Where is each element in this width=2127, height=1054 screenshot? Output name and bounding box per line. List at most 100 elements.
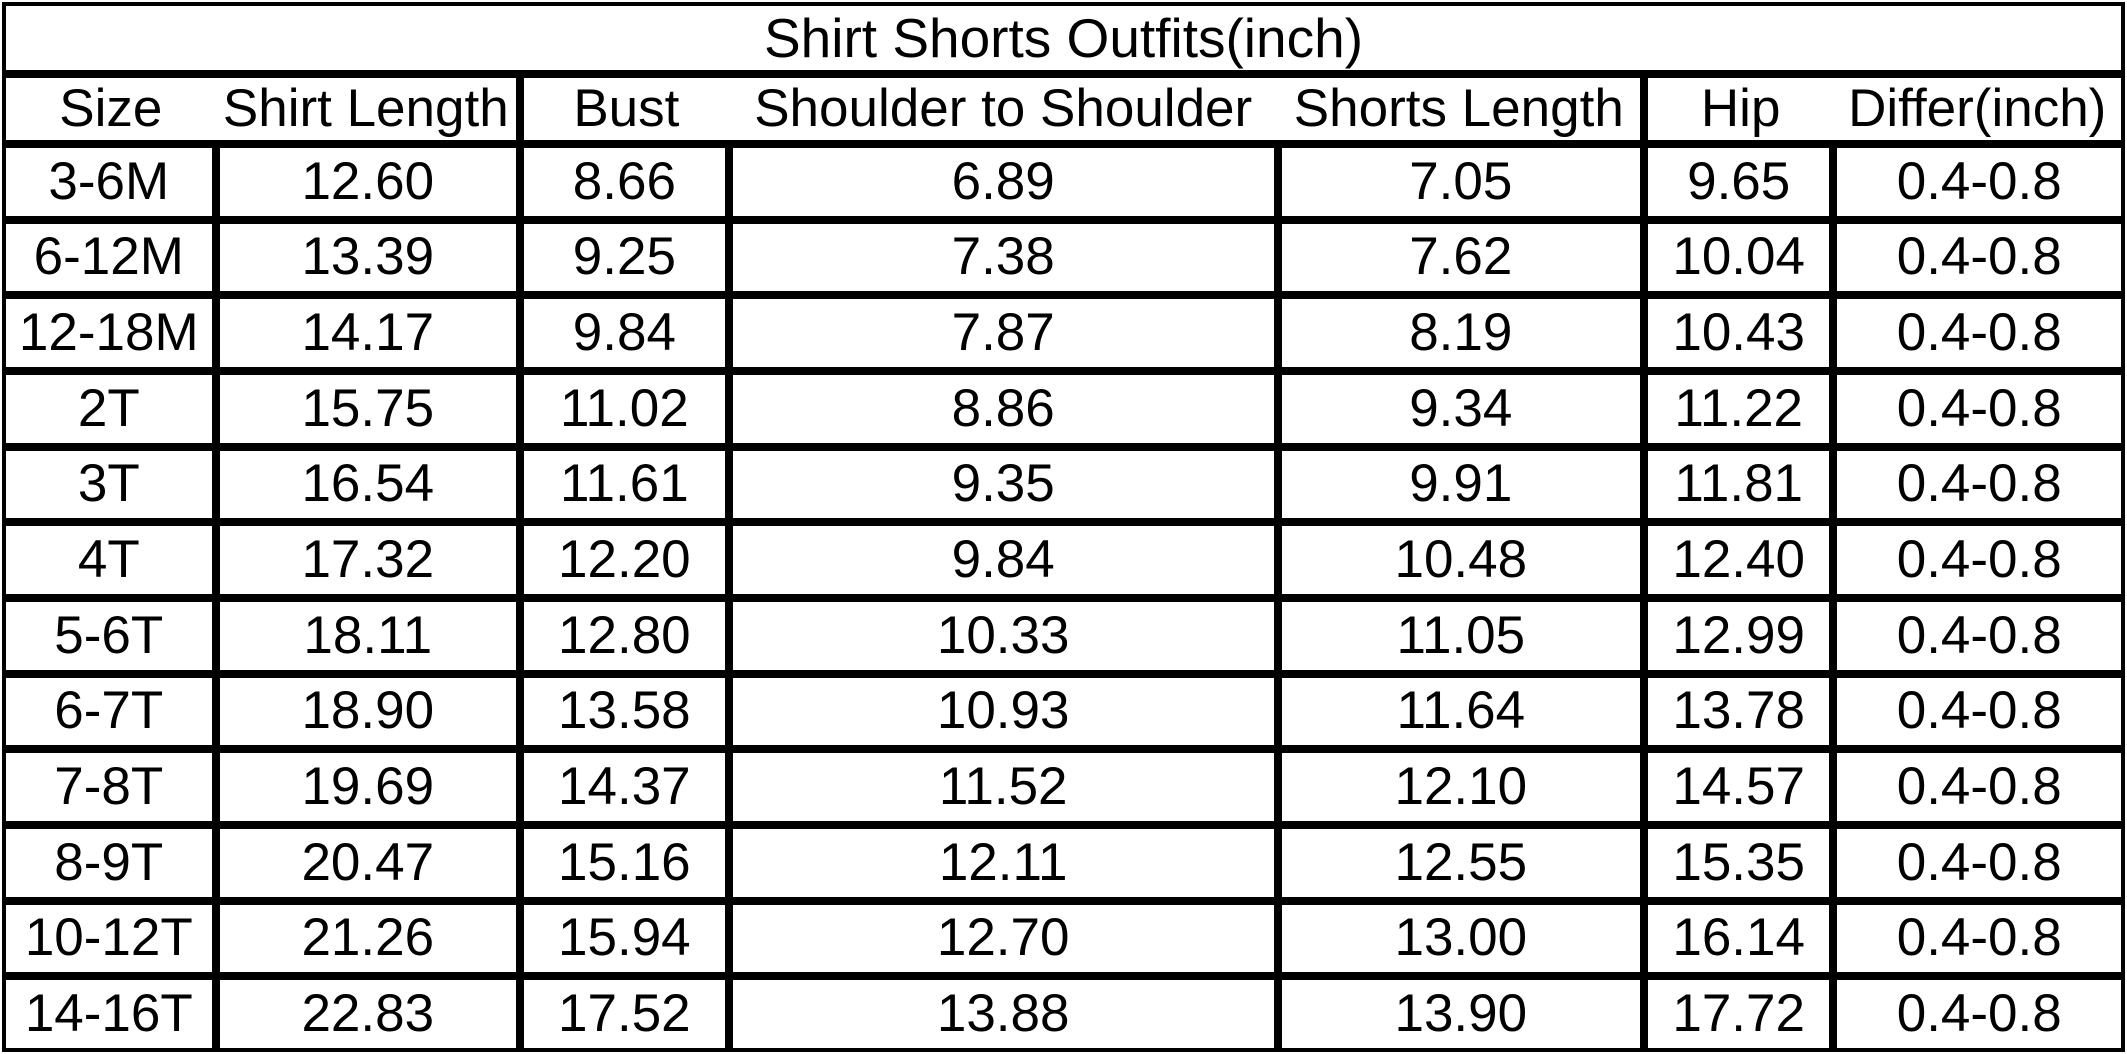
table-cell: 4T — [2, 522, 216, 598]
table-cell: 18.90 — [215, 673, 520, 750]
table-cell: 3T — [2, 446, 216, 523]
table-cell: 11.81 — [1643, 446, 1834, 523]
table-cell: 0.4-0.8 — [1833, 370, 2125, 447]
table-cell: 9.34 — [1277, 370, 1644, 447]
table-cell: 16.54 — [215, 446, 520, 523]
table-cell: 17.52 — [520, 976, 729, 1052]
table-cell: 12.80 — [520, 597, 729, 674]
table-cell: 12.20 — [520, 522, 729, 598]
table-cell: 10.48 — [1277, 522, 1644, 598]
column-header-shirt-length: Shirt Length — [215, 74, 520, 144]
table-cell: 13.39 — [215, 219, 520, 296]
table-cell: 2T — [2, 370, 216, 447]
table-cell: 12.10 — [1277, 749, 1644, 825]
table-cell: 21.26 — [215, 900, 520, 977]
table-row: 12-18M 14.17 9.84 7.87 8.19 10.43 0.4-0.… — [2, 295, 2125, 371]
table-header-row: Size Shirt Length Bust Shoulder to Shoul… — [2, 74, 2125, 144]
table-cell: 14.37 — [520, 749, 729, 825]
table-cell: 0.4-0.8 — [1833, 749, 2125, 825]
table-cell: 11.64 — [1277, 673, 1644, 750]
table-cell: 0.4-0.8 — [1833, 597, 2125, 674]
table-cell: 11.05 — [1277, 597, 1644, 674]
table-cell: 5-6T — [2, 597, 216, 674]
table-cell: 10.04 — [1643, 219, 1834, 296]
table-cell: 12.70 — [728, 900, 1278, 977]
table-cell: 9.84 — [728, 522, 1278, 598]
table-title: Shirt Shorts Outfits(inch) — [2, 2, 2125, 74]
table-cell: 7.87 — [728, 295, 1278, 371]
table-cell: 6.89 — [728, 144, 1278, 220]
table-cell: 12.99 — [1643, 597, 1834, 674]
table-cell: 12.40 — [1643, 522, 1834, 598]
table-cell: 0.4-0.8 — [1833, 144, 2125, 220]
table-title-row: Shirt Shorts Outfits(inch) — [2, 2, 2125, 74]
table-cell: 3-6M — [2, 144, 216, 220]
table-cell: 6-7T — [2, 673, 216, 750]
table-cell: 13.58 — [520, 673, 729, 750]
table-cell: 12.11 — [728, 824, 1278, 901]
column-header-size: Size — [2, 74, 216, 144]
table-cell: 13.78 — [1643, 673, 1834, 750]
table-cell: 6-12M — [2, 219, 216, 296]
table-row: 5-6T 18.11 12.80 10.33 11.05 12.99 0.4-0… — [2, 597, 2125, 674]
table-cell: 8.19 — [1277, 295, 1644, 371]
table-cell: 8-9T — [2, 824, 216, 901]
table-row: 2T 15.75 11.02 8.86 9.34 11.22 0.4-0.8 — [2, 370, 2125, 447]
table-row: 6-7T 18.90 13.58 10.93 11.64 13.78 0.4-0… — [2, 673, 2125, 750]
column-header-hip: Hip — [1643, 74, 1834, 144]
table-cell: 12.55 — [1277, 824, 1644, 901]
table-cell: 9.84 — [520, 295, 729, 371]
table-cell: 7.38 — [728, 219, 1278, 296]
table-cell: 20.47 — [215, 824, 520, 901]
table-row: 10-12T 21.26 15.94 12.70 13.00 16.14 0.4… — [2, 900, 2125, 977]
table-cell: 0.4-0.8 — [1833, 900, 2125, 977]
table-cell: 15.75 — [215, 370, 520, 447]
table-row: 14-16T 22.83 17.52 13.88 13.90 17.72 0.4… — [2, 976, 2125, 1052]
table-cell: 14.17 — [215, 295, 520, 371]
table-cell: 0.4-0.8 — [1833, 673, 2125, 750]
table-cell: 9.91 — [1277, 446, 1644, 523]
column-header-shorts-length: Shorts Length — [1277, 74, 1644, 144]
table-row: 3-6M 12.60 8.66 6.89 7.05 9.65 0.4-0.8 — [2, 144, 2125, 220]
table-cell: 9.35 — [728, 446, 1278, 523]
table-cell: 19.69 — [215, 749, 520, 825]
table-cell: 17.72 — [1643, 976, 1834, 1052]
table-cell: 12-18M — [2, 295, 216, 371]
table-cell: 9.65 — [1643, 144, 1834, 220]
table-cell: 0.4-0.8 — [1833, 976, 2125, 1052]
table-cell: 14.57 — [1643, 749, 1834, 825]
table-cell: 0.4-0.8 — [1833, 824, 2125, 901]
column-header-shoulder-to-shoulder: Shoulder to Shoulder — [728, 74, 1278, 144]
table-cell: 11.52 — [728, 749, 1278, 825]
table-cell: 17.32 — [215, 522, 520, 598]
table-row: 3T 16.54 11.61 9.35 9.91 11.81 0.4-0.8 — [2, 446, 2125, 523]
table-cell: 10.93 — [728, 673, 1278, 750]
table-cell: 14-16T — [2, 976, 216, 1052]
column-header-differ: Differ(inch) — [1833, 74, 2125, 144]
table-cell: 7-8T — [2, 749, 216, 825]
table-cell: 18.11 — [215, 597, 520, 674]
table-row: 4T 17.32 12.20 9.84 10.48 12.40 0.4-0.8 — [2, 522, 2125, 598]
table-cell: 7.05 — [1277, 144, 1644, 220]
table-cell: 12.60 — [215, 144, 520, 220]
table-cell: 8.86 — [728, 370, 1278, 447]
table-cell: 0.4-0.8 — [1833, 219, 2125, 296]
table-cell: 13.88 — [728, 976, 1278, 1052]
table-cell: 0.4-0.8 — [1833, 446, 2125, 523]
table-cell: 10-12T — [2, 900, 216, 977]
table-cell: 15.35 — [1643, 824, 1834, 901]
table-cell: 10.33 — [728, 597, 1278, 674]
table-cell: 11.02 — [520, 370, 729, 447]
table-cell: 13.00 — [1277, 900, 1644, 977]
table-cell: 11.61 — [520, 446, 729, 523]
table-cell: 7.62 — [1277, 219, 1644, 296]
table-cell: 15.16 — [520, 824, 729, 901]
table-row: 8-9T 20.47 15.16 12.11 12.55 15.35 0.4-0… — [2, 824, 2125, 901]
table-row: 7-8T 19.69 14.37 11.52 12.10 14.57 0.4-0… — [2, 749, 2125, 825]
table-cell: 10.43 — [1643, 295, 1834, 371]
table-row: 6-12M 13.39 9.25 7.38 7.62 10.04 0.4-0.8 — [2, 219, 2125, 296]
table-cell: 0.4-0.8 — [1833, 295, 2125, 371]
table-cell: 9.25 — [520, 219, 729, 296]
table-cell: 22.83 — [215, 976, 520, 1052]
